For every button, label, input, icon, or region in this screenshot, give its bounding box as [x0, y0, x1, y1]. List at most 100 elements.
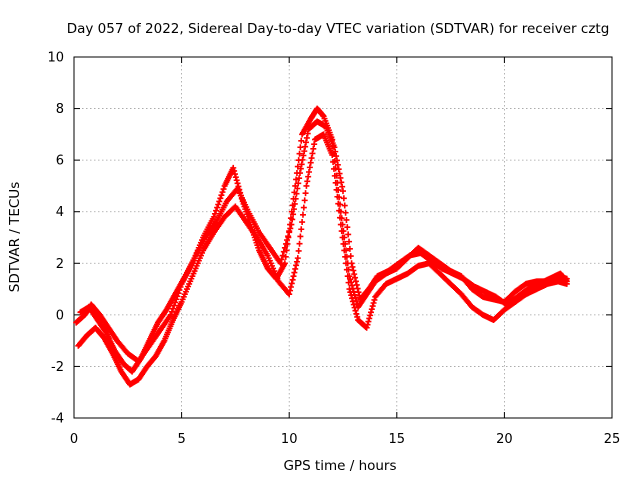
data-point — [309, 150, 316, 157]
data-point — [211, 210, 218, 217]
data-point — [563, 278, 570, 285]
data-point — [298, 226, 305, 233]
data-point — [298, 137, 305, 144]
data-point — [339, 183, 346, 190]
data-point — [304, 130, 311, 137]
data-point — [299, 219, 306, 226]
data-point — [345, 231, 352, 238]
data-point — [346, 238, 353, 245]
data-point — [278, 256, 285, 263]
data-point — [215, 201, 222, 208]
data-point — [352, 307, 359, 314]
x-tick-labels: 0 5 10 15 20 25 — [70, 432, 620, 447]
data-point — [336, 207, 343, 214]
data-point — [210, 213, 217, 220]
data-point — [220, 186, 227, 193]
data-point — [343, 260, 350, 267]
data-point — [296, 150, 303, 157]
data-point — [305, 169, 312, 176]
data-point — [296, 240, 303, 247]
data-point — [277, 260, 284, 267]
axis-ticks — [73, 56, 613, 419]
data-point — [332, 148, 339, 155]
data-point — [350, 267, 357, 274]
data-point — [303, 134, 310, 141]
data-point — [289, 276, 296, 283]
data-point — [296, 175, 303, 182]
data-point — [213, 207, 220, 214]
data-point — [302, 143, 309, 150]
series-trace-c — [77, 118, 570, 375]
x-tick-label: 15 — [389, 432, 406, 447]
data-point — [298, 161, 305, 168]
data-point — [305, 173, 312, 180]
data-point — [338, 228, 345, 235]
data-point — [286, 291, 293, 298]
data-point — [288, 221, 295, 228]
data-point — [219, 189, 226, 196]
data-point — [348, 292, 355, 299]
data-point — [290, 211, 297, 218]
data-point — [232, 174, 239, 181]
data-point — [294, 163, 301, 170]
data-point — [330, 158, 337, 165]
data-point — [292, 195, 299, 202]
data-point — [306, 164, 313, 171]
data-point — [217, 195, 224, 202]
data-point — [301, 197, 308, 204]
data-point — [304, 178, 311, 185]
x-tick-label: 10 — [281, 432, 298, 447]
data-point — [303, 182, 310, 189]
data-point — [285, 233, 292, 240]
data-point — [354, 285, 361, 292]
data-point — [367, 309, 374, 316]
data-point — [338, 179, 345, 186]
chart-title: Day 057 of 2022, Sidereal Day-to-day VTE… — [67, 21, 610, 37]
data-point — [340, 240, 347, 247]
data-point — [294, 185, 301, 192]
data-point — [347, 289, 354, 296]
data-point — [354, 313, 361, 320]
data-point — [293, 258, 300, 265]
data-point — [340, 188, 346, 195]
data-point — [333, 153, 340, 160]
data-point — [300, 152, 307, 159]
y-tick-label: 4 — [56, 205, 64, 220]
data-point — [295, 180, 302, 187]
data-point — [344, 273, 351, 280]
data-point — [310, 145, 317, 152]
x-tick-label: 0 — [70, 432, 78, 447]
data-point — [295, 247, 302, 254]
data-point — [333, 186, 340, 193]
data-point — [281, 244, 288, 251]
data-point — [294, 255, 301, 262]
data-point — [364, 321, 371, 328]
data-point — [349, 263, 356, 270]
data-point — [353, 281, 360, 288]
data-point — [343, 266, 350, 273]
data-point — [366, 315, 373, 322]
x-axis-label: GPS time / hours — [283, 458, 396, 474]
data-point — [348, 260, 355, 267]
data-point — [216, 198, 223, 205]
data-point — [368, 306, 375, 313]
data-point — [308, 155, 315, 162]
data-point — [339, 234, 346, 241]
data-point — [349, 295, 356, 302]
data-point — [329, 151, 336, 158]
data-point — [296, 170, 303, 177]
data-point — [291, 200, 298, 207]
data-point — [231, 167, 238, 174]
data-point — [289, 216, 296, 223]
data-point — [352, 274, 359, 281]
data-point — [311, 141, 318, 148]
data-point — [300, 204, 307, 211]
data-point — [331, 172, 338, 179]
data-point — [293, 176, 300, 183]
data-point — [347, 253, 354, 260]
data-points — [73, 105, 570, 388]
data-point — [290, 206, 297, 213]
data-point — [365, 318, 372, 325]
data-point — [344, 224, 351, 231]
